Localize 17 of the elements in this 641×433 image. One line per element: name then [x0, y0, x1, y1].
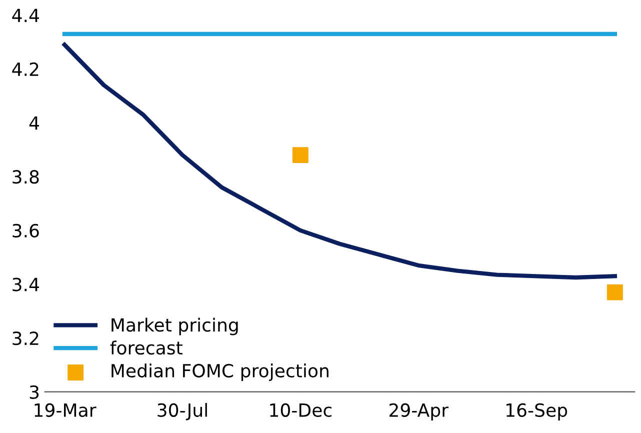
legend-label: Median FOMC projection	[112, 364, 328, 382]
y-tick-label: 3.6	[12, 224, 39, 238]
x-tick-label: 16-Sep	[506, 403, 568, 420]
y-tick-label: 3.2	[12, 332, 38, 346]
y-tick-label: 3	[30, 385, 39, 399]
y-tick-label: 4	[29, 116, 39, 130]
legend-label: forecast	[110, 340, 182, 355]
x-tick-label: 10-Dec	[270, 403, 332, 417]
y-tick-label: 3.8	[12, 170, 39, 184]
y-tick-label: 4.2	[12, 62, 38, 76]
x-tick-label: 19-Mar	[34, 403, 96, 417]
x-tick-label: 29-Apr	[390, 403, 449, 420]
y-tick-label: 3.4	[12, 278, 39, 292]
y-tick-label: 4.4	[12, 8, 39, 22]
line-series	[62, 42, 618, 280]
x-tick-label: 30-Jul	[158, 402, 207, 420]
legend-label: Market pricing	[112, 318, 238, 336]
